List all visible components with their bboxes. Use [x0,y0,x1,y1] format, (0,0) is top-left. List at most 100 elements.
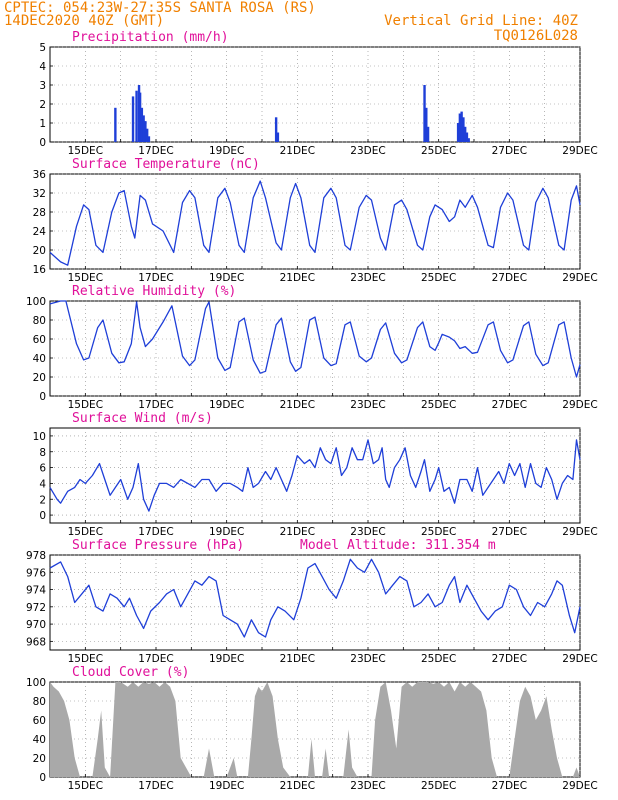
precip-bar [145,128,149,142]
x-tick-label: 19DEC [209,526,244,538]
y-tick-label: 0 [39,510,46,522]
y-tick-label: 8 [39,447,46,459]
y-tick-label: 4 [39,61,46,73]
precip-bar [274,117,278,142]
precip-bar [458,113,462,142]
precip-bar [426,126,430,142]
panel-title: Surface Pressure (hPa) [72,538,244,553]
x-tick-label: 17DEC [138,526,173,538]
x-tick-label: 17DEC [138,399,173,411]
header-date: 14DEC2020 40Z (GMT) [4,13,164,29]
y-tick-label: 972 [26,602,46,614]
y-tick-label: 10 [33,431,46,443]
panel-title: Relative Humidity (%) [72,284,236,299]
x-tick-label: 29DEC [562,526,597,538]
y-tick-label: 20 [33,372,46,384]
x-tick-label: 29DEC [562,780,597,792]
x-tick-label: 15DEC [68,653,103,665]
header-grid-note: Vertical Grid Line: 40Z [384,13,578,29]
precip-bar [144,121,147,142]
x-tick-label: 23DEC [350,399,385,411]
panel-title: Cloud Cover (%) [72,665,189,680]
x-tick-label: 19DEC [209,780,244,792]
y-tick-label: 5 [39,42,46,54]
x-tick-label: 15DEC [68,272,103,284]
y-tick-label: 60 [33,334,46,346]
temp-series-line [49,180,581,266]
x-tick-label: 19DEC [209,272,244,284]
pressure-series-line [49,558,581,638]
y-tick-label: 36 [33,169,47,181]
y-tick-label: 100 [26,677,46,689]
x-tick-label: 25DEC [421,145,456,157]
x-tick-label: 19DEC [209,145,244,157]
y-tick-label: 2 [39,494,46,506]
x-tick-label: 29DEC [562,145,597,157]
x-tick-label: 25DEC [421,653,456,665]
panel-temp: 15DEC 17DEC 19DEC 21DEC 23DEC 25DEC 27DEC 29DEC… [33,157,598,284]
precip-bar [131,96,135,142]
panel-cloud: 15DEC 17DEC 19DEC 21DEC 23DEC 25DEC 27DEC 29DEC… [26,665,598,792]
x-tick-label: 27DEC [492,653,527,665]
y-tick-label: 2 [39,99,46,111]
header-model-id: TQ0126L028 [494,28,578,44]
y-tick-label: 40 [33,353,46,365]
precip-bar [140,107,144,142]
x-tick-label: 17DEC [138,272,173,284]
y-tick-label: 978 [26,550,46,562]
x-tick-label: 15DEC [68,526,103,538]
y-tick-label: 80 [33,315,46,327]
y-tick-label: 28 [33,207,46,219]
y-tick-label: 80 [33,696,46,708]
x-tick-label: 25DEC [421,780,456,792]
x-tick-label: 27DEC [492,780,527,792]
precip-bar [467,138,470,142]
precip-bar [142,115,145,142]
y-tick-label: 0 [39,772,46,784]
precip-bar [425,107,428,142]
plot-frame [49,554,581,651]
x-tick-label: 25DEC [421,526,456,538]
x-tick-label: 27DEC [492,399,527,411]
panel-annotation: Model Altitude: 311.354 m [300,538,496,553]
x-tick-label: 17DEC [138,780,173,792]
precip-bar [456,123,460,142]
x-tick-label: 23DEC [350,272,385,284]
y-tick-label: 40 [33,734,46,746]
x-tick-label: 27DEC [492,526,527,538]
y-tick-label: 976 [26,567,46,579]
x-tick-label: 21DEC [280,399,315,411]
y-tick-label: 20 [33,753,46,765]
x-tick-label: 15DEC [68,145,103,157]
precip-bar [114,107,117,142]
plot-frame [49,46,581,143]
y-tick-label: 16 [33,264,47,276]
x-tick-label: 27DEC [492,145,527,157]
wind-series-line [49,439,581,512]
plot-frame [49,173,581,270]
x-tick-label: 25DEC [421,272,456,284]
x-tick-label: 15DEC [68,399,103,411]
y-tick-label: 100 [26,296,46,308]
y-tick-label: 1 [39,118,46,130]
y-tick-label: 0 [39,391,46,403]
x-tick-label: 19DEC [209,653,244,665]
x-tick-label: 29DEC [562,653,597,665]
y-tick-label: 60 [33,715,46,727]
x-tick-label: 17DEC [138,145,173,157]
panel-title: Precipitation (mm/h) [72,30,229,45]
x-tick-label: 23DEC [350,526,385,538]
y-tick-label: 968 [26,636,46,648]
y-tick-label: 4 [39,478,46,490]
precip-bar [138,92,142,142]
cloud-cover-area [50,682,580,777]
y-tick-label: 3 [39,80,46,92]
x-tick-label: 29DEC [562,399,597,411]
precip-bar [423,85,426,142]
x-tick-label: 21DEC [280,526,315,538]
x-tick-label: 23DEC [350,145,385,157]
plot-frame [49,427,581,524]
precip-bar [135,90,138,142]
